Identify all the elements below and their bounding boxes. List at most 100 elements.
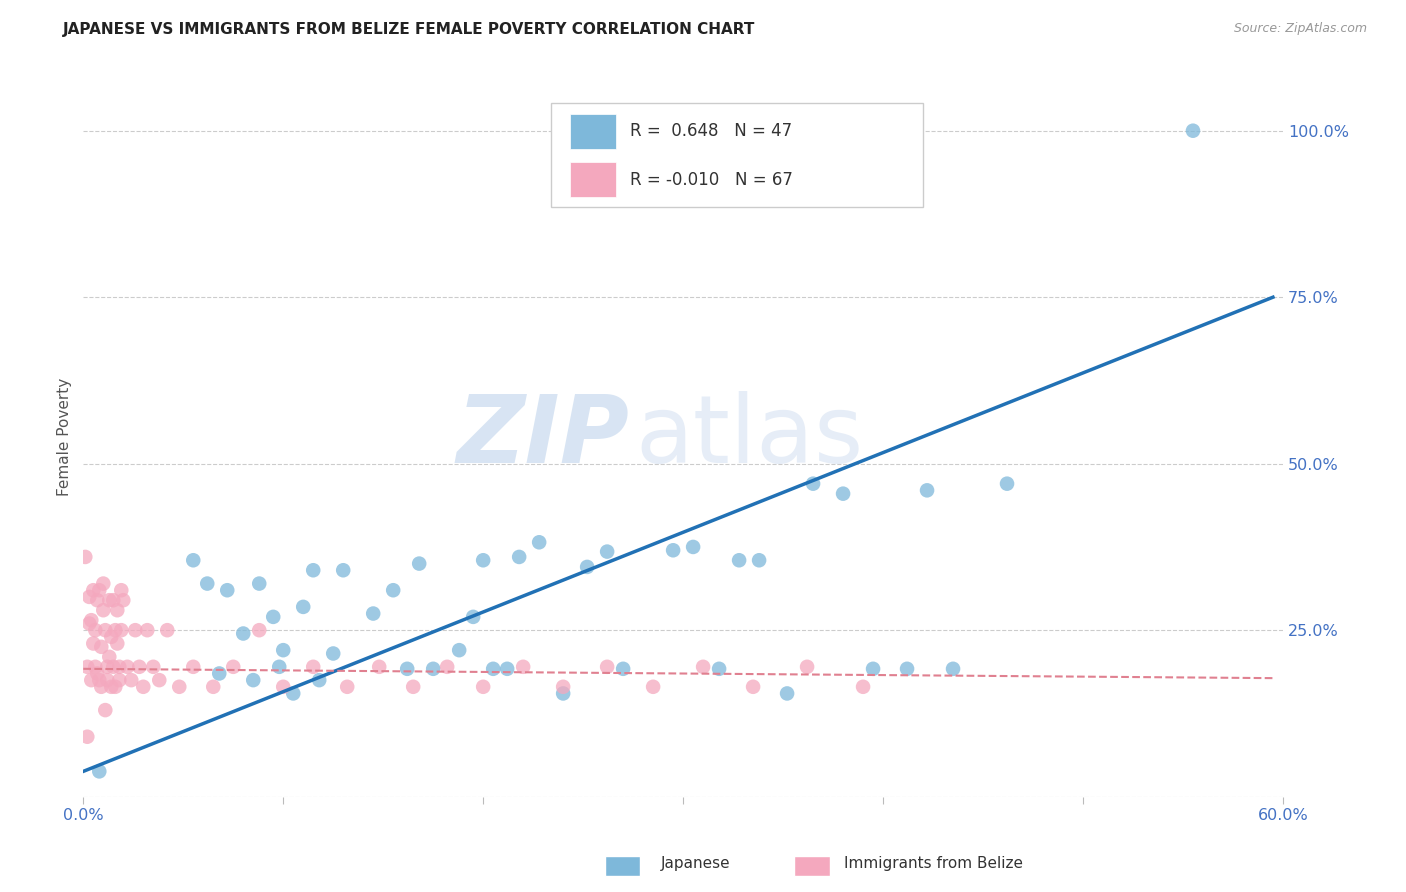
Point [408, 557, 430, 571]
Point [98, 593, 121, 607]
Point [112, 593, 135, 607]
Point [94, 703, 117, 717]
Point [382, 583, 405, 598]
Point [247, 576, 270, 591]
Point [496, 662, 519, 676]
Point [181, 553, 204, 567]
Point [217, 583, 239, 598]
Point [662, 543, 685, 558]
Point [436, 660, 458, 674]
Point [396, 662, 419, 676]
Point [682, 540, 704, 554]
Point [136, 623, 159, 637]
Point [596, 544, 619, 558]
Point [75, 549, 97, 564]
Point [76, 730, 98, 744]
Point [86, 666, 108, 681]
Point [463, 610, 485, 624]
Point [553, 686, 575, 700]
Point [748, 553, 770, 567]
Point [128, 660, 150, 674]
Point [89, 583, 111, 598]
Point [332, 563, 354, 577]
Point [271, 680, 294, 694]
Point [915, 483, 938, 498]
Point [105, 603, 128, 617]
Point [247, 623, 270, 637]
Point [482, 662, 505, 676]
Point [80, 673, 103, 687]
Point [90, 680, 112, 694]
Point [852, 680, 875, 694]
Point [271, 643, 294, 657]
Point [643, 680, 665, 694]
Point [110, 583, 132, 598]
Point [707, 662, 730, 676]
Point [82, 636, 104, 650]
Point [368, 660, 391, 674]
Point [612, 662, 634, 676]
Point [91, 603, 114, 617]
Point [361, 607, 384, 621]
Point [302, 660, 325, 674]
Point [89, 764, 111, 779]
Point [82, 583, 104, 598]
Point [108, 673, 131, 687]
Point [232, 626, 254, 640]
Point [100, 630, 122, 644]
Point [79, 616, 101, 631]
Point [103, 660, 125, 674]
Point [108, 660, 131, 674]
Point [86, 593, 108, 607]
Point [142, 660, 165, 674]
Point [98, 649, 121, 664]
Point [84, 623, 107, 637]
Point [283, 686, 305, 700]
Point [202, 680, 225, 694]
Point [472, 553, 495, 567]
Bar [571, 162, 616, 197]
Point [336, 680, 359, 694]
Point [167, 680, 190, 694]
Point [91, 576, 114, 591]
Point [832, 486, 855, 500]
Point [269, 660, 291, 674]
Point [942, 662, 965, 676]
FancyBboxPatch shape [551, 103, 924, 207]
Point [148, 673, 170, 687]
Point [181, 660, 204, 674]
Point [90, 640, 112, 654]
Point [995, 476, 1018, 491]
Point [449, 643, 471, 657]
Point [308, 673, 330, 687]
Point [120, 673, 142, 687]
Point [576, 560, 599, 574]
Point [796, 660, 818, 674]
Point [104, 680, 127, 694]
Text: R = -0.010   N = 67: R = -0.010 N = 67 [630, 170, 793, 188]
Point [100, 680, 122, 694]
Text: JAPANESE VS IMMIGRANTS FROM BELIZE FEMALE POVERTY CORRELATION CHART: JAPANESE VS IMMIGRANTS FROM BELIZE FEMAL… [63, 22, 755, 37]
Point [896, 662, 918, 676]
Point [124, 623, 146, 637]
Point [801, 476, 824, 491]
Point [96, 660, 118, 674]
Point [195, 576, 218, 591]
Point [402, 680, 425, 694]
Point [692, 660, 714, 674]
Point [208, 666, 231, 681]
Point [596, 660, 619, 674]
Text: ZIP: ZIP [457, 391, 628, 483]
Point [862, 662, 884, 676]
Point [80, 613, 103, 627]
Point [472, 680, 495, 694]
Point [117, 660, 139, 674]
Point [132, 680, 155, 694]
Text: Source: ZipAtlas.com: Source: ZipAtlas.com [1233, 22, 1367, 36]
Point [512, 660, 534, 674]
Text: Japanese: Japanese [661, 856, 731, 871]
Point [292, 599, 315, 614]
Point [110, 623, 132, 637]
Point [742, 680, 765, 694]
Point [1181, 124, 1204, 138]
